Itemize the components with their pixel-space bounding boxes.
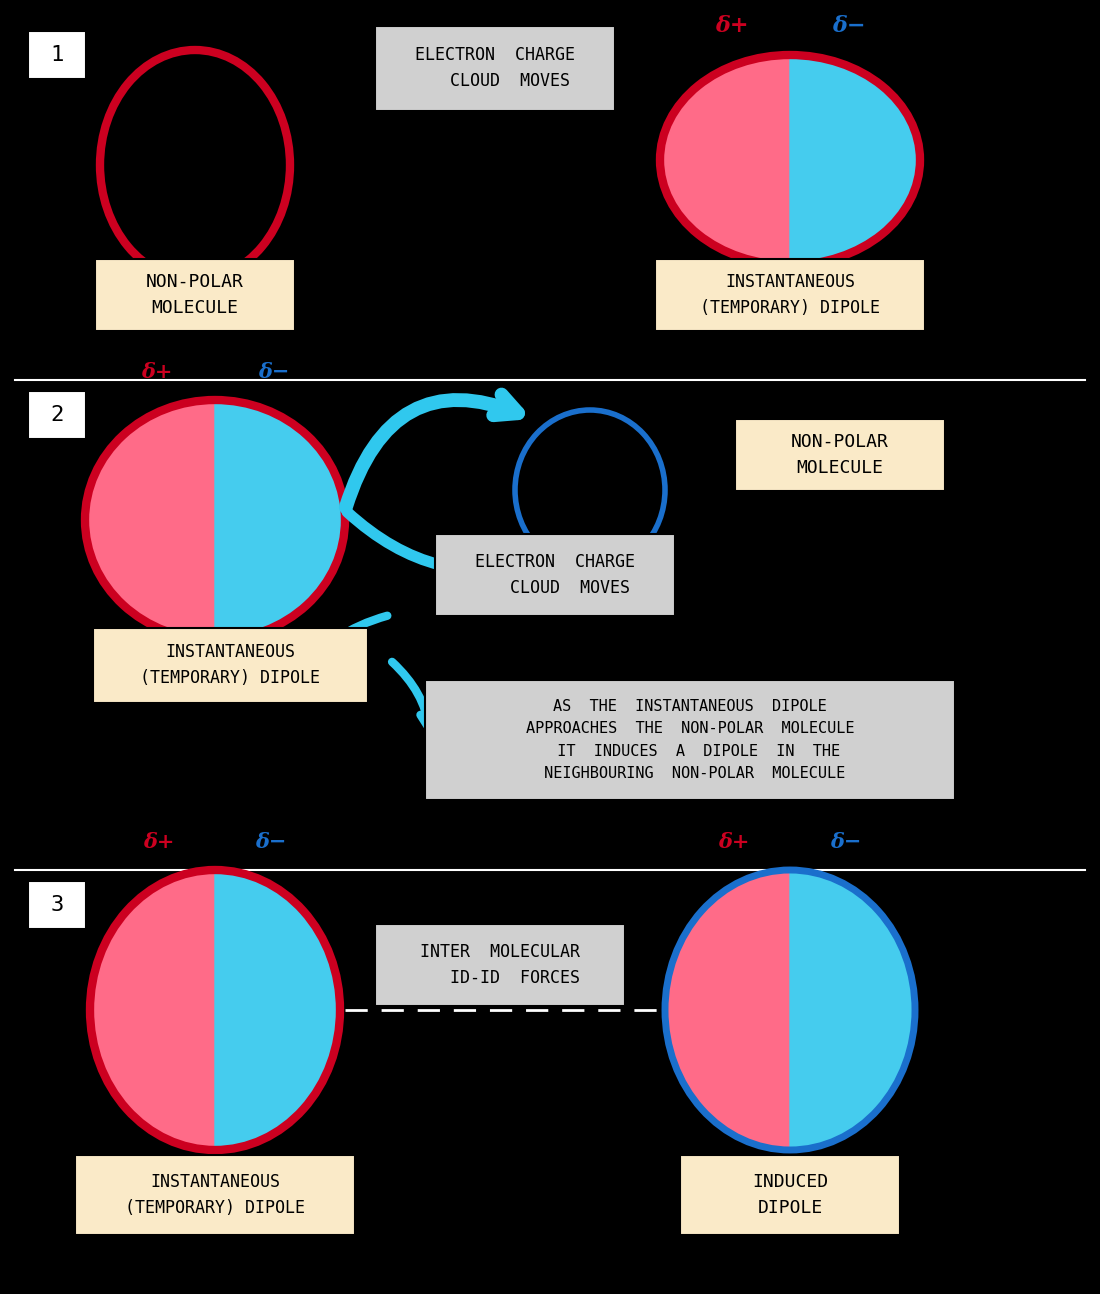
FancyBboxPatch shape (28, 881, 86, 929)
Text: INTER  MOLECULAR
   ID-ID  FORCES: INTER MOLECULAR ID-ID FORCES (420, 943, 580, 987)
FancyBboxPatch shape (654, 259, 925, 331)
Text: NON-POLAR
MOLECULE: NON-POLAR MOLECULE (146, 273, 244, 317)
Polygon shape (666, 870, 790, 1150)
Text: ELECTRON  CHARGE
   CLOUD  MOVES: ELECTRON CHARGE CLOUD MOVES (415, 45, 575, 91)
FancyBboxPatch shape (28, 31, 86, 79)
Text: δ+: δ+ (715, 16, 748, 38)
FancyBboxPatch shape (375, 26, 615, 110)
Text: 1: 1 (51, 45, 64, 65)
Text: δ+: δ+ (143, 832, 175, 851)
Text: 2: 2 (51, 405, 64, 424)
FancyBboxPatch shape (434, 534, 675, 616)
Text: δ+: δ+ (718, 832, 749, 851)
Text: INDUCED
DIPOLE: INDUCED DIPOLE (752, 1172, 828, 1218)
Text: INSTANTANEOUS
(TEMPORARY) DIPOLE: INSTANTANEOUS (TEMPORARY) DIPOLE (125, 1172, 305, 1218)
FancyBboxPatch shape (680, 1156, 900, 1234)
Text: ELECTRON  CHARGE
   CLOUD  MOVES: ELECTRON CHARGE CLOUD MOVES (475, 553, 635, 598)
FancyBboxPatch shape (28, 391, 86, 439)
Text: INSTANTANEOUS
(TEMPORARY) DIPOLE: INSTANTANEOUS (TEMPORARY) DIPOLE (700, 273, 880, 317)
Text: δ−: δ− (832, 16, 866, 38)
Text: 3: 3 (51, 895, 64, 915)
Polygon shape (90, 870, 214, 1150)
Polygon shape (214, 400, 345, 641)
Polygon shape (85, 400, 214, 641)
Text: AS  THE  INSTANTANEOUS  DIPOLE
APPROACHES  THE  NON-POLAR  MOLECULE
  IT  INDUCE: AS THE INSTANTANEOUS DIPOLE APPROACHES T… (526, 699, 855, 780)
FancyBboxPatch shape (735, 419, 945, 490)
FancyBboxPatch shape (375, 924, 625, 1005)
FancyBboxPatch shape (75, 1156, 355, 1234)
Polygon shape (790, 56, 920, 265)
FancyBboxPatch shape (425, 681, 955, 800)
Polygon shape (214, 870, 340, 1150)
Text: NON-POLAR
MOLECULE: NON-POLAR MOLECULE (791, 432, 889, 477)
Text: δ−: δ− (255, 832, 287, 851)
Text: δ+: δ+ (141, 362, 173, 382)
Text: δ−: δ− (830, 832, 862, 851)
FancyBboxPatch shape (95, 259, 295, 331)
Text: INSTANTANEOUS
(TEMPORARY) DIPOLE: INSTANTANEOUS (TEMPORARY) DIPOLE (140, 643, 320, 687)
FancyBboxPatch shape (92, 628, 367, 703)
Polygon shape (790, 870, 915, 1150)
Polygon shape (660, 56, 790, 265)
Text: δ−: δ− (257, 362, 289, 382)
